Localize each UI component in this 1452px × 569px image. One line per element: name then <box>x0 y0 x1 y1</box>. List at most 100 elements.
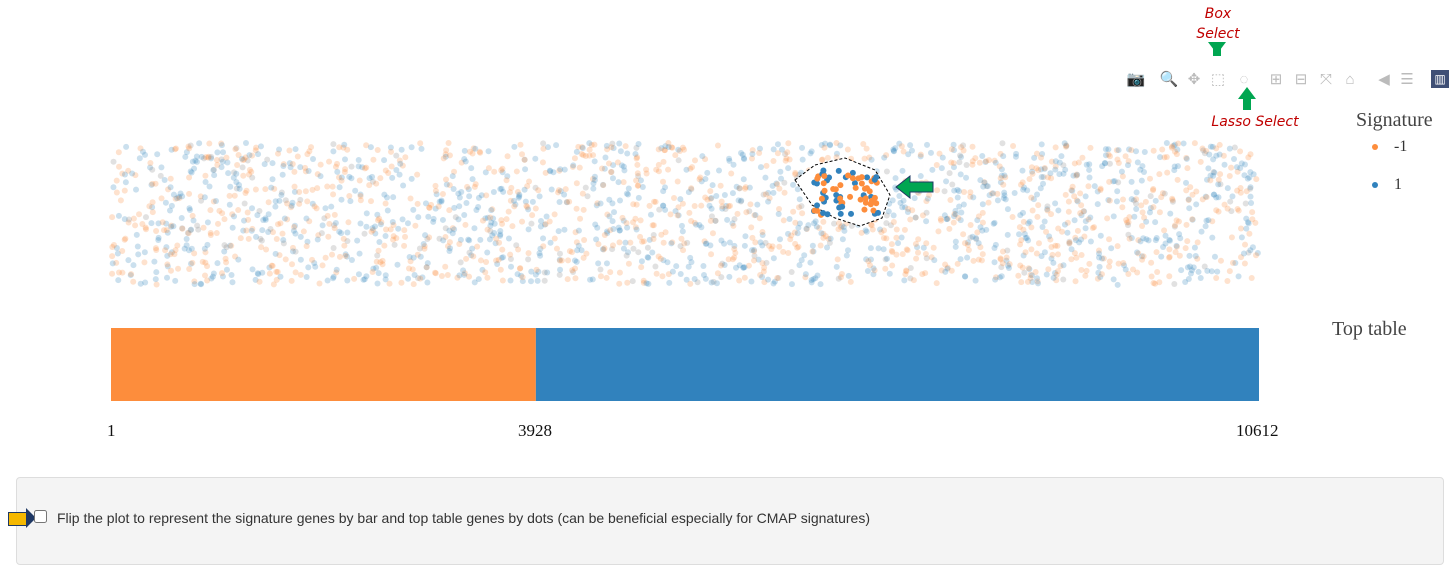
legend-item-neg[interactable]: -1 <box>1372 138 1407 156</box>
zoom-out-icon[interactable]: ⊟ <box>1294 71 1308 88</box>
scatter-point <box>933 161 940 168</box>
reset-axes-icon[interactable]: ⌂ <box>1345 70 1355 88</box>
scatter-point <box>1083 267 1090 274</box>
scatter-point <box>835 226 842 233</box>
scatter-point <box>196 140 203 147</box>
box-select-icon[interactable]: ⬚ <box>1210 71 1226 88</box>
bar-segment-0[interactable] <box>111 328 536 401</box>
plotly-logo-icon[interactable]: ▥ <box>1431 70 1449 88</box>
scatter-point <box>867 245 874 252</box>
scatter-point <box>770 189 777 196</box>
autoscale-icon[interactable]: ⤧ <box>1319 70 1332 88</box>
scatter-point <box>776 185 783 192</box>
scatter-point <box>827 142 834 149</box>
camera-icon[interactable]: 📷 <box>1126 71 1146 88</box>
hover-compare-icon[interactable]: ☰ <box>1400 71 1414 88</box>
scatter-point <box>375 270 382 277</box>
scatter-point <box>1105 197 1112 204</box>
scatter-point <box>115 277 122 284</box>
scatter-point <box>1215 181 1222 188</box>
scatter-point <box>1153 234 1160 241</box>
scatter-point <box>675 146 682 153</box>
scatter-point <box>661 147 668 154</box>
scatter-point <box>627 239 634 246</box>
scatter-point <box>975 213 982 220</box>
scatter-point <box>746 208 753 215</box>
scatter-point <box>956 203 963 210</box>
pan-icon[interactable]: ✥ <box>1187 71 1201 88</box>
scatter-point <box>717 262 724 269</box>
scatter-point <box>1159 190 1166 197</box>
scatter-point <box>809 242 816 249</box>
scatter-point <box>410 281 417 288</box>
scatter-point <box>1206 151 1213 158</box>
scatter-point <box>373 180 380 187</box>
lasso-select-icon[interactable]: ◌ <box>1239 70 1249 88</box>
scatter-point <box>1203 148 1210 155</box>
scatter-point <box>1186 252 1193 259</box>
scatter-point <box>225 170 232 177</box>
scatter-point <box>742 184 749 191</box>
scatter-point <box>977 177 984 184</box>
scatter-point <box>223 266 230 273</box>
scatter-point <box>575 227 582 234</box>
scatter-point <box>402 154 409 161</box>
scatter-point <box>188 226 195 233</box>
scatter-point <box>994 197 1001 204</box>
scatter-point <box>771 278 778 285</box>
scatter-point <box>1150 147 1157 154</box>
scatter-point <box>310 156 317 163</box>
hover-closest-icon[interactable]: ◀ <box>1378 71 1390 88</box>
scatter-point <box>521 186 528 193</box>
legend-title: Signature <box>1356 109 1433 131</box>
flip-plot-label[interactable]: Flip the plot to represent the signature… <box>57 510 870 526</box>
zoom-icon[interactable]: 🔍 <box>1159 71 1179 88</box>
scatter-point <box>1078 267 1085 274</box>
scatter-point <box>707 195 714 202</box>
scatter-point <box>1079 154 1086 161</box>
scatter-point <box>219 158 226 165</box>
scatter-point <box>1027 271 1034 278</box>
scatter-point <box>1114 281 1121 288</box>
zoom-in-icon[interactable]: ⊞ <box>1269 71 1283 88</box>
scatter-point <box>312 263 319 270</box>
scatter-point <box>419 274 426 281</box>
scatter-point <box>344 238 351 245</box>
scatter-point <box>897 199 904 206</box>
scatter-point <box>863 145 870 152</box>
scatter-point <box>183 149 190 156</box>
bar-segment-1[interactable] <box>535 328 1259 401</box>
scatter-point <box>1188 267 1195 274</box>
scatter-point <box>151 258 158 265</box>
scatter-point <box>1166 237 1173 244</box>
scatter-point <box>155 236 162 243</box>
scatter-point <box>1173 243 1180 250</box>
scatter-point <box>230 169 237 176</box>
scatter-point <box>719 205 726 212</box>
scatter-point <box>1005 264 1012 271</box>
scatter-point <box>1224 185 1231 192</box>
scatter-point <box>714 270 721 277</box>
scatter-point <box>123 143 130 150</box>
scatter-point <box>799 156 806 163</box>
legend-item-pos[interactable]: 1 <box>1372 176 1402 194</box>
scatter-point <box>960 147 967 154</box>
scatter-point <box>1128 235 1135 242</box>
scatter-point <box>796 220 803 227</box>
scatter-point <box>297 196 304 203</box>
scatter-point <box>1152 237 1159 244</box>
scatter-point <box>412 222 419 229</box>
scatter-point <box>1183 155 1190 162</box>
scatter-point <box>357 220 364 227</box>
scatter-point <box>812 218 819 225</box>
scatter-point <box>1010 143 1017 150</box>
scatter-point <box>207 232 214 239</box>
scatter-point <box>948 159 955 166</box>
scatter-point <box>255 271 262 278</box>
scatter-point <box>649 222 656 229</box>
flip-plot-checkbox[interactable] <box>34 510 47 523</box>
scatter-point <box>457 259 464 266</box>
scatter-point <box>1243 225 1250 232</box>
scatter-plot[interactable] <box>0 0 1452 460</box>
scatter-point <box>787 236 794 243</box>
